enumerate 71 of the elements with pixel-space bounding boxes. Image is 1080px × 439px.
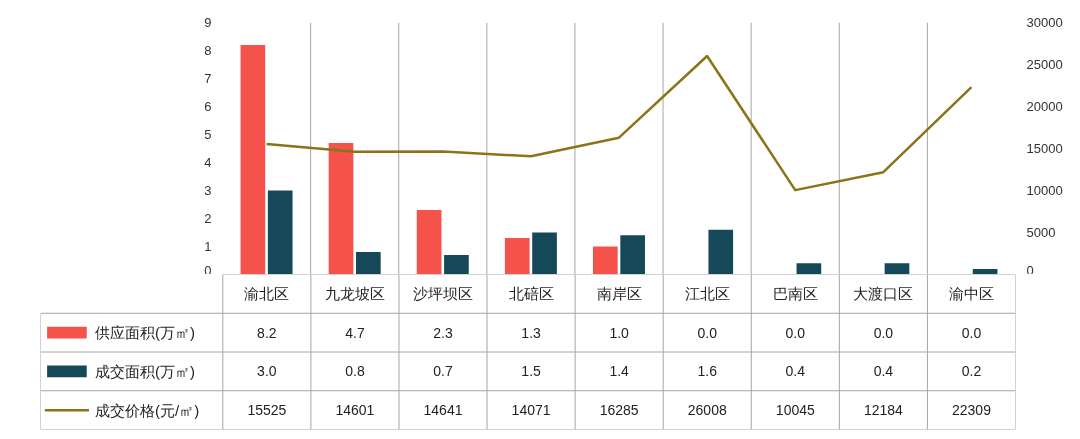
data-label: 1.6 — [697, 363, 718, 380]
y2-tick-label: 5000 — [1026, 225, 1056, 240]
bar — [620, 235, 645, 274]
bar — [796, 263, 822, 274]
y2-tick-label: 25000 — [1026, 57, 1063, 72]
data-label: 15525 — [247, 402, 287, 419]
y-tick-label: 1 — [204, 239, 212, 254]
y-tick-label: 9 — [204, 15, 212, 30]
data-label: 26008 — [687, 402, 727, 419]
line-series — [265, 54, 973, 192]
x-tick-label: 沙坪坝区 — [413, 285, 474, 303]
y-tick-label: 5 — [204, 127, 212, 142]
x-tick-label: 渝中区 — [948, 285, 994, 303]
y-tick-label: 4 — [204, 155, 212, 170]
y2-tick-label: 10000 — [1026, 183, 1063, 198]
bar — [532, 232, 557, 274]
legend-label: 供应面积(万㎡) — [95, 324, 196, 342]
data-label: 2.3 — [433, 324, 453, 341]
bar — [444, 254, 469, 274]
x-tick-label: 南岸区 — [596, 285, 642, 303]
legend-label: 成交面积(万㎡) — [95, 362, 196, 380]
data-label: 8.2 — [257, 324, 277, 341]
bar — [504, 238, 530, 274]
x-tick-label: 渝北区 — [244, 285, 290, 303]
bar — [355, 252, 381, 274]
data-label: 0.4 — [873, 363, 894, 380]
x-tick-label: 九龙坡区 — [324, 285, 385, 303]
bar — [708, 229, 734, 274]
x-tick-label: 大渡口区 — [853, 285, 914, 303]
data-label: 14601 — [335, 402, 375, 419]
data-label: 10045 — [775, 402, 815, 419]
x-tick-label: 江北区 — [684, 285, 730, 303]
y-tick-label: 2 — [204, 211, 212, 226]
data-label: 22309 — [952, 402, 992, 419]
data-label: 3.0 — [257, 363, 277, 380]
y-tick-label: 0 — [204, 262, 212, 278]
y-tick-label: 6 — [204, 99, 212, 114]
data-label: 16285 — [599, 402, 639, 419]
bar — [416, 210, 442, 274]
y2-tick-label: 0 — [1026, 262, 1034, 278]
bar — [328, 142, 354, 274]
bar — [972, 268, 998, 274]
data-label: 1.5 — [521, 363, 542, 380]
x-tick-label: 巴南区 — [772, 285, 818, 303]
y2-tick-label: 30000 — [1026, 15, 1063, 30]
y-tick-label: 8 — [204, 43, 212, 58]
data-label: 1.4 — [609, 363, 630, 380]
y2-tick-label: 20000 — [1026, 99, 1063, 114]
data-label: 0.2 — [961, 363, 982, 380]
data-label: 0.7 — [433, 363, 453, 380]
y-tick-label: 3 — [204, 183, 212, 198]
data-label: 0.0 — [961, 324, 982, 341]
data-label: 0.4 — [785, 363, 806, 380]
data-label: 1.3 — [521, 324, 542, 341]
data-label: 14071 — [511, 402, 551, 419]
bar — [240, 44, 266, 274]
data-label: 14641 — [423, 402, 463, 419]
bar — [884, 263, 910, 274]
data-label: 4.7 — [345, 324, 365, 341]
legend-label: 成交价格(元/㎡) — [95, 401, 200, 419]
y2-tick-label: 15000 — [1026, 141, 1063, 156]
data-label: 0.0 — [873, 324, 894, 341]
y-tick-label: 7 — [204, 71, 212, 86]
x-tick-label: 北碚区 — [508, 285, 554, 303]
data-label: 1.0 — [609, 324, 630, 341]
bar — [267, 190, 293, 274]
data-label: 0.0 — [697, 324, 718, 341]
bar — [593, 246, 618, 274]
data-label: 0.8 — [345, 363, 365, 380]
data-label: 0.0 — [785, 324, 806, 341]
data-label: 12184 — [863, 402, 904, 419]
